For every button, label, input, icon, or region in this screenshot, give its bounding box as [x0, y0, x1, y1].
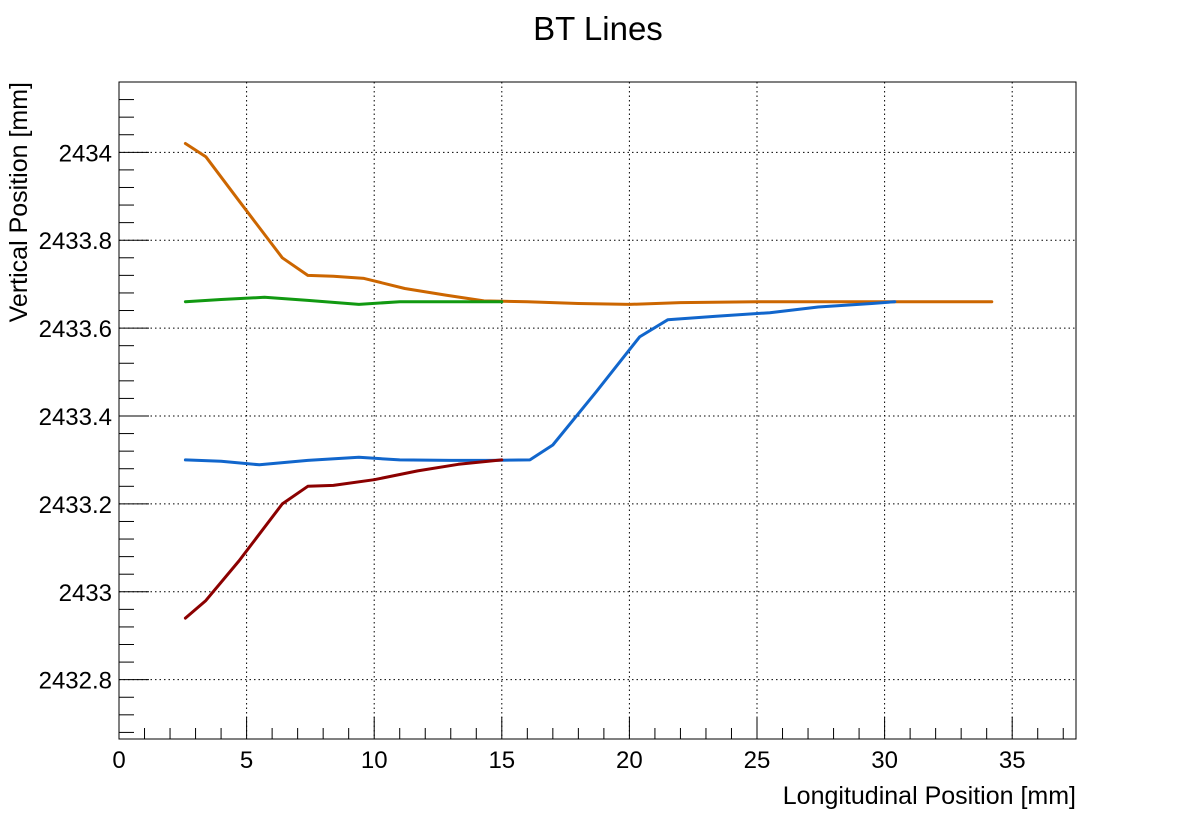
y-tick-label: 2433.2 — [39, 492, 112, 519]
plot-frame — [118, 81, 1077, 740]
x-tick-label: 10 — [361, 747, 388, 774]
series-lines — [183, 142, 994, 620]
y-tick-label: 2434 — [59, 140, 112, 167]
x-tick-label: 15 — [488, 747, 515, 774]
y-tick-label: 2433.4 — [39, 404, 112, 431]
x-tick-label: 5 — [240, 747, 253, 774]
y-axis-label: Vertical Position [mm] — [5, 82, 33, 322]
series-line-1 — [183, 142, 994, 306]
grid-lines — [119, 82, 1076, 739]
chart-title: BT Lines — [533, 10, 663, 47]
axes: 0 5 10 15 20 25 30 35 2432.8 2433 2433.2 2433.4 2433… — [39, 81, 1077, 774]
x-axis-label: Longitudinal Position [mm] — [783, 782, 1076, 810]
series-line-3 — [183, 300, 897, 467]
x-tick-label: 20 — [616, 747, 643, 774]
y-tick-label: 2433 — [59, 580, 112, 607]
y-tick-label: 2432.8 — [39, 668, 112, 695]
x-tick-label: 25 — [744, 747, 771, 774]
x-tick-label: 0 — [112, 747, 125, 774]
x-tick-label: 30 — [871, 747, 898, 774]
series-line-2 — [183, 295, 504, 306]
y-tick-label: 2433.6 — [39, 316, 112, 343]
y-tick-label: 2433.8 — [39, 228, 112, 255]
series-line-4 — [183, 458, 504, 620]
x-tick-label: 35 — [999, 747, 1026, 774]
